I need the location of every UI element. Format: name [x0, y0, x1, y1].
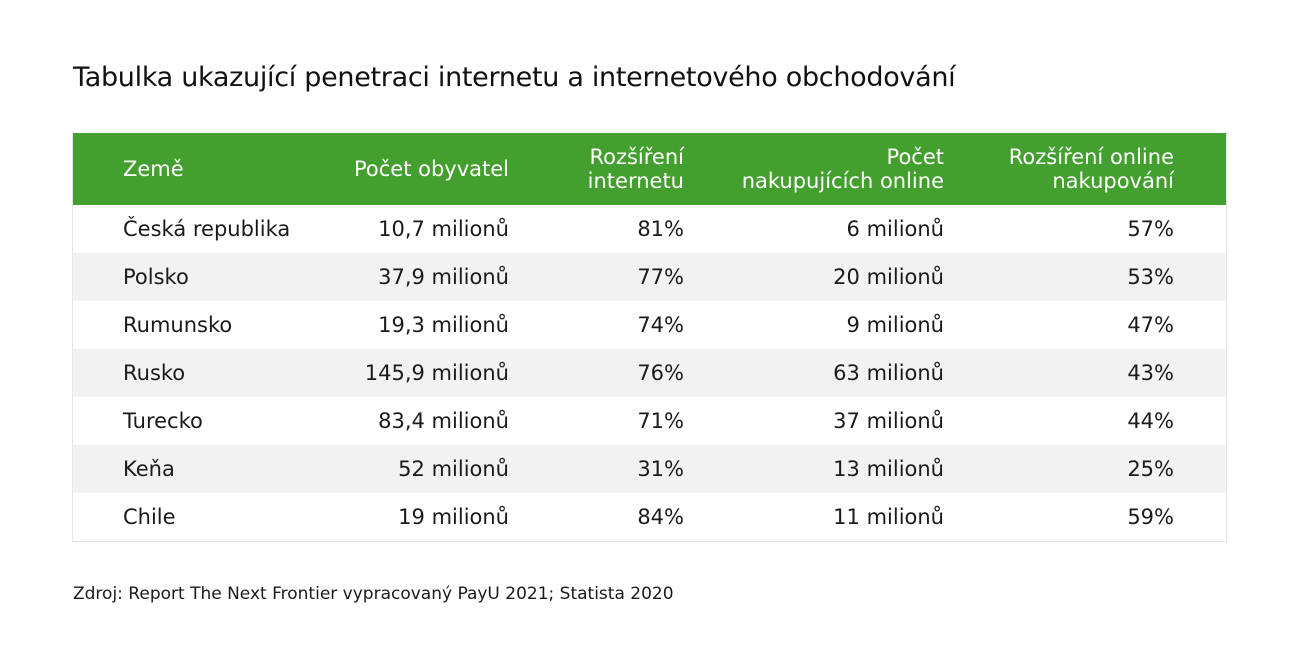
cell-internet-penetration: 84% [637, 505, 684, 529]
cell-country: Rusko [123, 361, 186, 385]
cell-online-shopping-penetration: 43% [1127, 361, 1174, 385]
cell-online-shopping-penetration: 53% [1127, 265, 1174, 289]
cell-country: Polsko [123, 265, 189, 289]
cell-online-shoppers: 20 milionů [833, 265, 944, 289]
table-header: Země Počet obyvatel Rozšíření internetu … [73, 133, 1226, 205]
source-note: Zdroj: Report The Next Frontier vypracov… [73, 584, 674, 604]
cell-online-shopping-penetration: 44% [1127, 409, 1174, 433]
table-row: Turecko 83,4 milionů 71% 37 milionů 44% [73, 397, 1226, 445]
column-header-online-shopping-penetration: Rozšíření online nakupování [1009, 133, 1174, 205]
table-row: Česká republika 10,7 milionů 81% 6 milionů 5… [73, 205, 1226, 253]
table-row: Chile 19 milionů 84% 11 milionů 59% [73, 493, 1226, 541]
column-header-label: Počet nakupujících online [741, 145, 944, 193]
cell-internet-penetration: 74% [637, 313, 684, 337]
cell-internet-penetration: 31% [637, 457, 684, 481]
cell-population: 10,7 milionů [378, 217, 509, 241]
column-header-label: Rozšíření internetu [587, 145, 684, 193]
page-title: Tabulka ukazující penetraci internetu a … [73, 62, 956, 93]
column-header-online-shoppers: Počet nakupujících online [742, 133, 944, 205]
cell-population: 52 milionů [398, 457, 509, 481]
cell-internet-penetration: 71% [637, 409, 684, 433]
column-header-country: Země [123, 133, 184, 205]
column-header-internet-penetration: Rozšíření internetu [588, 133, 684, 205]
column-header-label: Počet obyvatel [353, 157, 509, 181]
table-row: Keňa 52 milionů 31% 13 milionů 25% [73, 445, 1226, 493]
cell-online-shopping-penetration: 59% [1127, 505, 1174, 529]
cell-online-shoppers: 11 milionů [833, 505, 944, 529]
column-header-label: Rozšíření online nakupování [1008, 145, 1174, 193]
cell-online-shoppers: 63 milionů [833, 361, 944, 385]
cell-online-shopping-penetration: 47% [1127, 313, 1174, 337]
table-body: Česká republika 10,7 milionů 81% 6 milionů 5… [73, 205, 1226, 541]
cell-internet-penetration: 77% [637, 265, 684, 289]
cell-population: 37,9 milionů [378, 265, 509, 289]
cell-country: Turecko [123, 409, 203, 433]
cell-online-shoppers: 9 milionů [846, 313, 944, 337]
cell-online-shoppers: 37 milionů [833, 409, 944, 433]
cell-internet-penetration: 76% [637, 361, 684, 385]
cell-population: 83,4 milionů [378, 409, 509, 433]
table-row: Rumunsko 19,3 milionů 74% 9 milionů 47% [73, 301, 1226, 349]
cell-population: 19,3 milionů [378, 313, 509, 337]
cell-population: 19 milionů [398, 505, 509, 529]
cell-country: Česká republika [123, 217, 291, 241]
data-table: Země Počet obyvatel Rozšíření internetu … [72, 133, 1227, 542]
cell-online-shoppers: 6 milionů [846, 217, 944, 241]
cell-online-shoppers: 13 milionů [833, 457, 944, 481]
table-row: Rusko 145,9 milionů 76% 63 milionů 43% [73, 349, 1226, 397]
column-header-population: Počet obyvatel [354, 133, 509, 205]
cell-internet-penetration: 81% [637, 217, 684, 241]
cell-online-shopping-penetration: 57% [1127, 217, 1174, 241]
cell-country: Rumunsko [123, 313, 233, 337]
cell-country: Keňa [123, 457, 175, 481]
cell-country: Chile [123, 505, 176, 529]
column-header-label: Země [123, 157, 184, 181]
cell-online-shopping-penetration: 25% [1127, 457, 1174, 481]
cell-population: 145,9 milionů [364, 361, 509, 385]
table-row: Polsko 37,9 milionů 77% 20 milionů 53% [73, 253, 1226, 301]
